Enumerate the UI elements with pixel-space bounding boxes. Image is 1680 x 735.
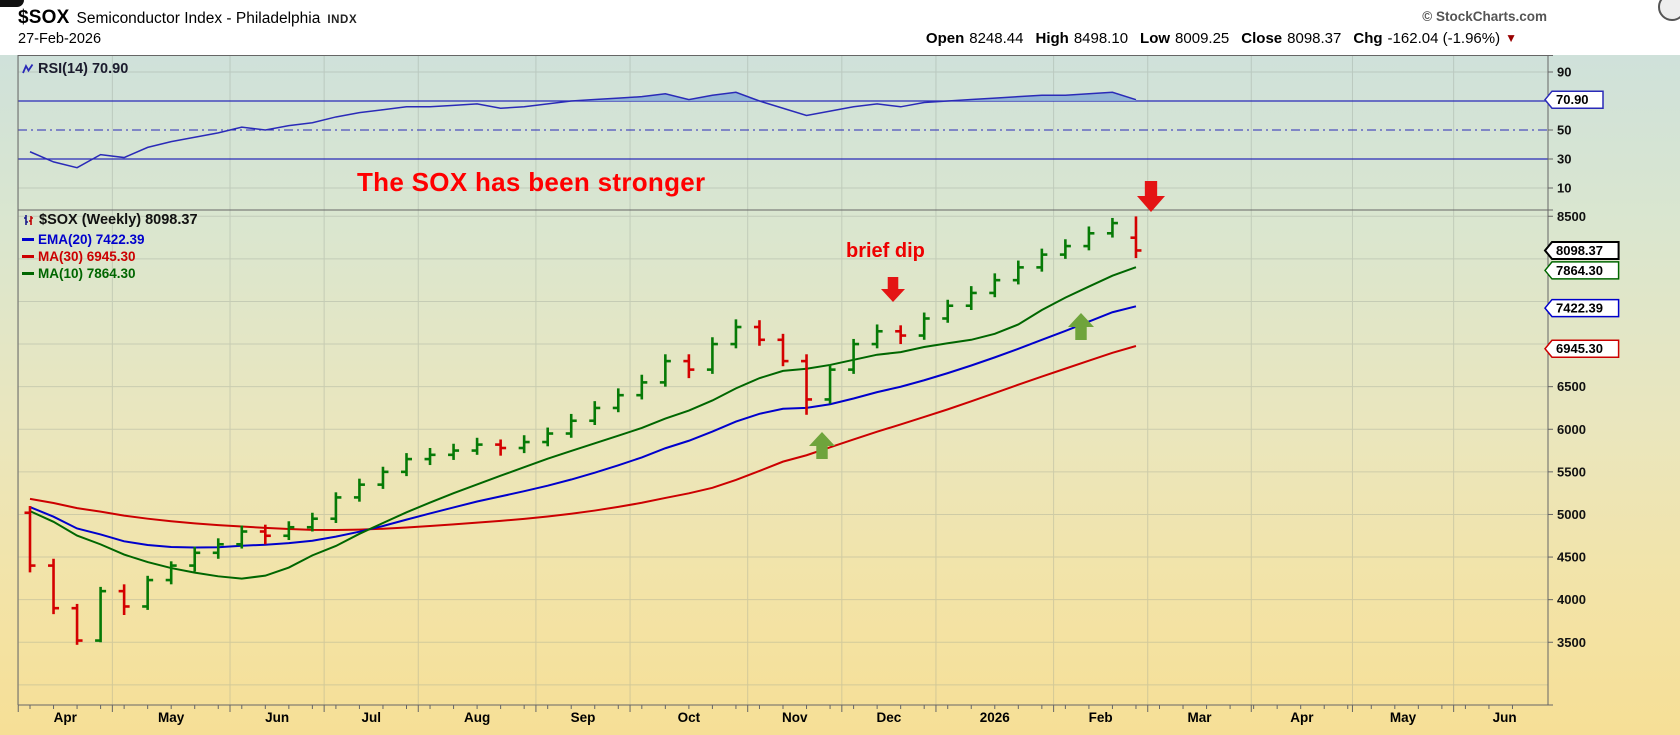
svg-text:Jun: Jun xyxy=(265,710,289,725)
svg-text:3500: 3500 xyxy=(1557,635,1586,650)
partial-circle-artifact xyxy=(1658,0,1680,21)
high-label: High xyxy=(1035,30,1069,47)
svg-text:5000: 5000 xyxy=(1557,507,1586,522)
svg-text:Aug: Aug xyxy=(464,710,490,725)
svg-text:Dec: Dec xyxy=(877,710,902,725)
svg-text:8500: 8500 xyxy=(1557,209,1586,224)
svg-text:Nov: Nov xyxy=(782,710,808,725)
change-down-triangle-icon: ▼ xyxy=(1505,31,1517,45)
quote-strip: Open 8248.44 High 8498.10 Low 8009.25 Close 809… xyxy=(926,30,1517,47)
svg-text:May: May xyxy=(1390,710,1417,725)
stockcharts-credit: © StockCharts.com xyxy=(1422,9,1547,24)
svg-text:70.90: 70.90 xyxy=(1556,92,1589,107)
green-up-arrow xyxy=(809,432,835,459)
svg-text:May: May xyxy=(158,710,185,725)
close-label: Close xyxy=(1241,30,1283,47)
open-label: Open xyxy=(925,30,965,47)
red-down-arrow xyxy=(1137,181,1165,212)
ema20-line xyxy=(29,305,1137,549)
svg-text:90: 90 xyxy=(1557,65,1571,80)
green-up-arrow xyxy=(1068,313,1094,340)
svg-text:6000: 6000 xyxy=(1557,422,1586,437)
chart-background xyxy=(0,55,1680,735)
svg-text:8098.37: 8098.37 xyxy=(1556,243,1603,258)
axis-value-boxes: 70.90 8098.37 7864.30 7422.39 6945.30 xyxy=(1543,90,1620,358)
chg-label: Chg xyxy=(1353,30,1383,47)
svg-text:Mar: Mar xyxy=(1187,710,1212,725)
high-value: 8498.10 xyxy=(1073,30,1129,47)
svg-text:2026: 2026 xyxy=(980,710,1011,725)
chart-date: 27-Feb-2026 xyxy=(18,31,102,47)
svg-text:50: 50 xyxy=(1557,123,1571,138)
chart-header: $SOX Semiconductor Index - Philadelphia IN… xyxy=(0,0,1680,55)
ma10-line xyxy=(29,266,1137,580)
svg-text:6945.30: 6945.30 xyxy=(1556,341,1603,356)
annotation-arrows xyxy=(809,181,1165,459)
svg-text:10: 10 xyxy=(1557,181,1571,196)
chg-value: -162.04 (-1.96%) xyxy=(1387,30,1501,47)
svg-text:7864.30: 7864.30 xyxy=(1556,263,1603,278)
exchange-label: INDX xyxy=(327,14,358,26)
red-down-arrow xyxy=(881,277,905,302)
open-value: 8248.44 xyxy=(969,30,1024,47)
axis-labels: 90 50 30 10 8500 6500 6000 5500 5000 4500 4000 3500… xyxy=(54,65,1586,726)
svg-text:4500: 4500 xyxy=(1557,550,1586,565)
svg-text:Apr: Apr xyxy=(1290,710,1314,725)
svg-text:Feb: Feb xyxy=(1089,710,1113,725)
svg-text:Oct: Oct xyxy=(678,710,701,725)
index-name: Semiconductor Index - Philadelphia xyxy=(76,10,321,27)
svg-text:Jun: Jun xyxy=(1493,710,1517,725)
ma30-line xyxy=(29,345,1137,531)
axes xyxy=(17,55,1553,712)
price-bars xyxy=(24,216,1142,645)
close-value: 8098.37 xyxy=(1287,30,1342,47)
screen-corner-artifact xyxy=(0,0,24,7)
svg-text:30: 30 xyxy=(1557,152,1571,167)
svg-text:Sep: Sep xyxy=(571,710,596,725)
svg-text:7422.39: 7422.39 xyxy=(1556,301,1603,316)
low-label: Low xyxy=(1140,30,1171,47)
rsi-line xyxy=(29,91,1137,169)
symbol: $SOX xyxy=(18,7,70,28)
svg-text:Jul: Jul xyxy=(361,710,381,725)
rsi-overbought-fill xyxy=(30,92,1136,101)
moving-averages xyxy=(29,266,1137,580)
gridlines xyxy=(17,55,1548,705)
svg-text:4000: 4000 xyxy=(1557,592,1586,607)
chart-canvas: 90 50 30 10 8500 6500 6000 5500 5000 4500 4000 3500… xyxy=(0,55,1680,735)
title-row: $SOX Semiconductor Index - Philadelphia IN… xyxy=(18,7,357,29)
chart-area: 90 50 30 10 8500 6500 6000 5500 5000 4500 4000 3500… xyxy=(0,55,1680,735)
svg-text:Apr: Apr xyxy=(54,710,78,725)
rsi-panel xyxy=(18,91,1548,169)
svg-text:5500: 5500 xyxy=(1557,464,1586,479)
svg-text:6500: 6500 xyxy=(1557,379,1586,394)
low-value: 8009.25 xyxy=(1175,30,1230,47)
